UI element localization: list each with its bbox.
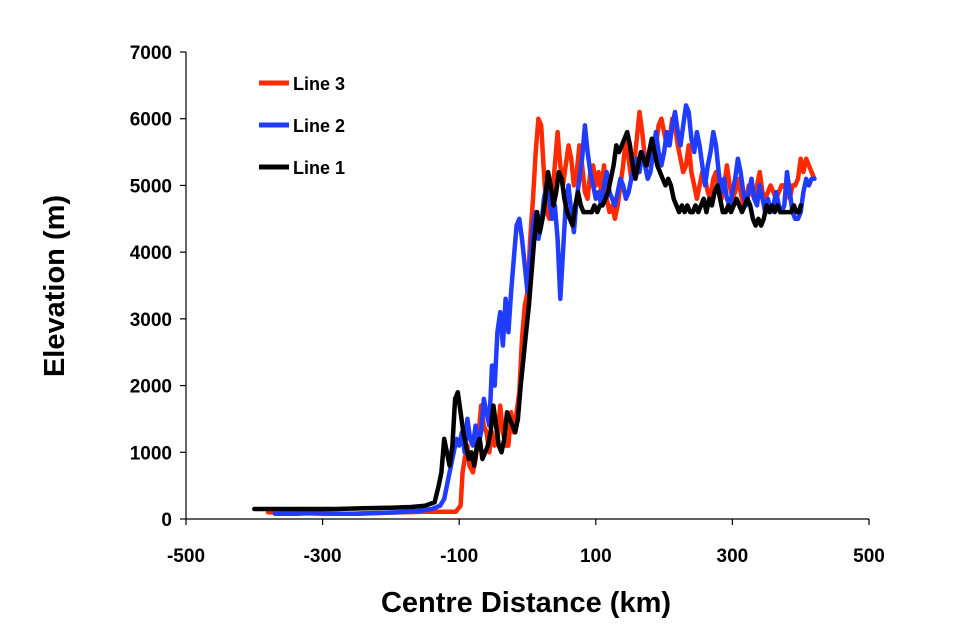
x-tick-label: -300	[304, 546, 342, 567]
y-tick-label: 6000	[130, 110, 172, 131]
series-line-line-2	[272, 103, 817, 516]
y-tick-labels: 0 1000 2000 3000 4000 5000 6000 7000	[130, 43, 172, 531]
legend-label: Line 3	[293, 74, 345, 94]
y-tick-label: 3000	[130, 310, 172, 331]
y-tick-label: 5000	[130, 176, 172, 197]
y-tick-label: 0	[161, 510, 172, 531]
legend-label: Line 1	[293, 158, 345, 178]
legend-label: Line 2	[293, 116, 345, 136]
x-tick-label: 100	[580, 546, 612, 567]
x-tick-label: -100	[440, 546, 478, 567]
series-line-line-1	[252, 129, 803, 512]
legend: Line 3 Line 2 Line 1	[259, 74, 345, 178]
x-tick-label: 500	[853, 546, 885, 567]
y-axis-title: Elevation (m)	[39, 195, 71, 377]
y-tick-label: 4000	[130, 243, 172, 264]
series-lines	[252, 103, 817, 516]
y-tick-label: 2000	[130, 377, 172, 398]
x-tick-labels: -500 -300 -100 100 300 500	[167, 546, 885, 567]
y-tick-label: 7000	[130, 43, 172, 64]
y-tick-label: 1000	[130, 443, 172, 464]
axes	[180, 51, 870, 525]
x-tick-label: 300	[717, 546, 749, 567]
series-line-line-3	[265, 109, 817, 516]
x-tick-label: -500	[167, 546, 205, 567]
x-axis-title: Centre Distance (km)	[381, 587, 671, 619]
